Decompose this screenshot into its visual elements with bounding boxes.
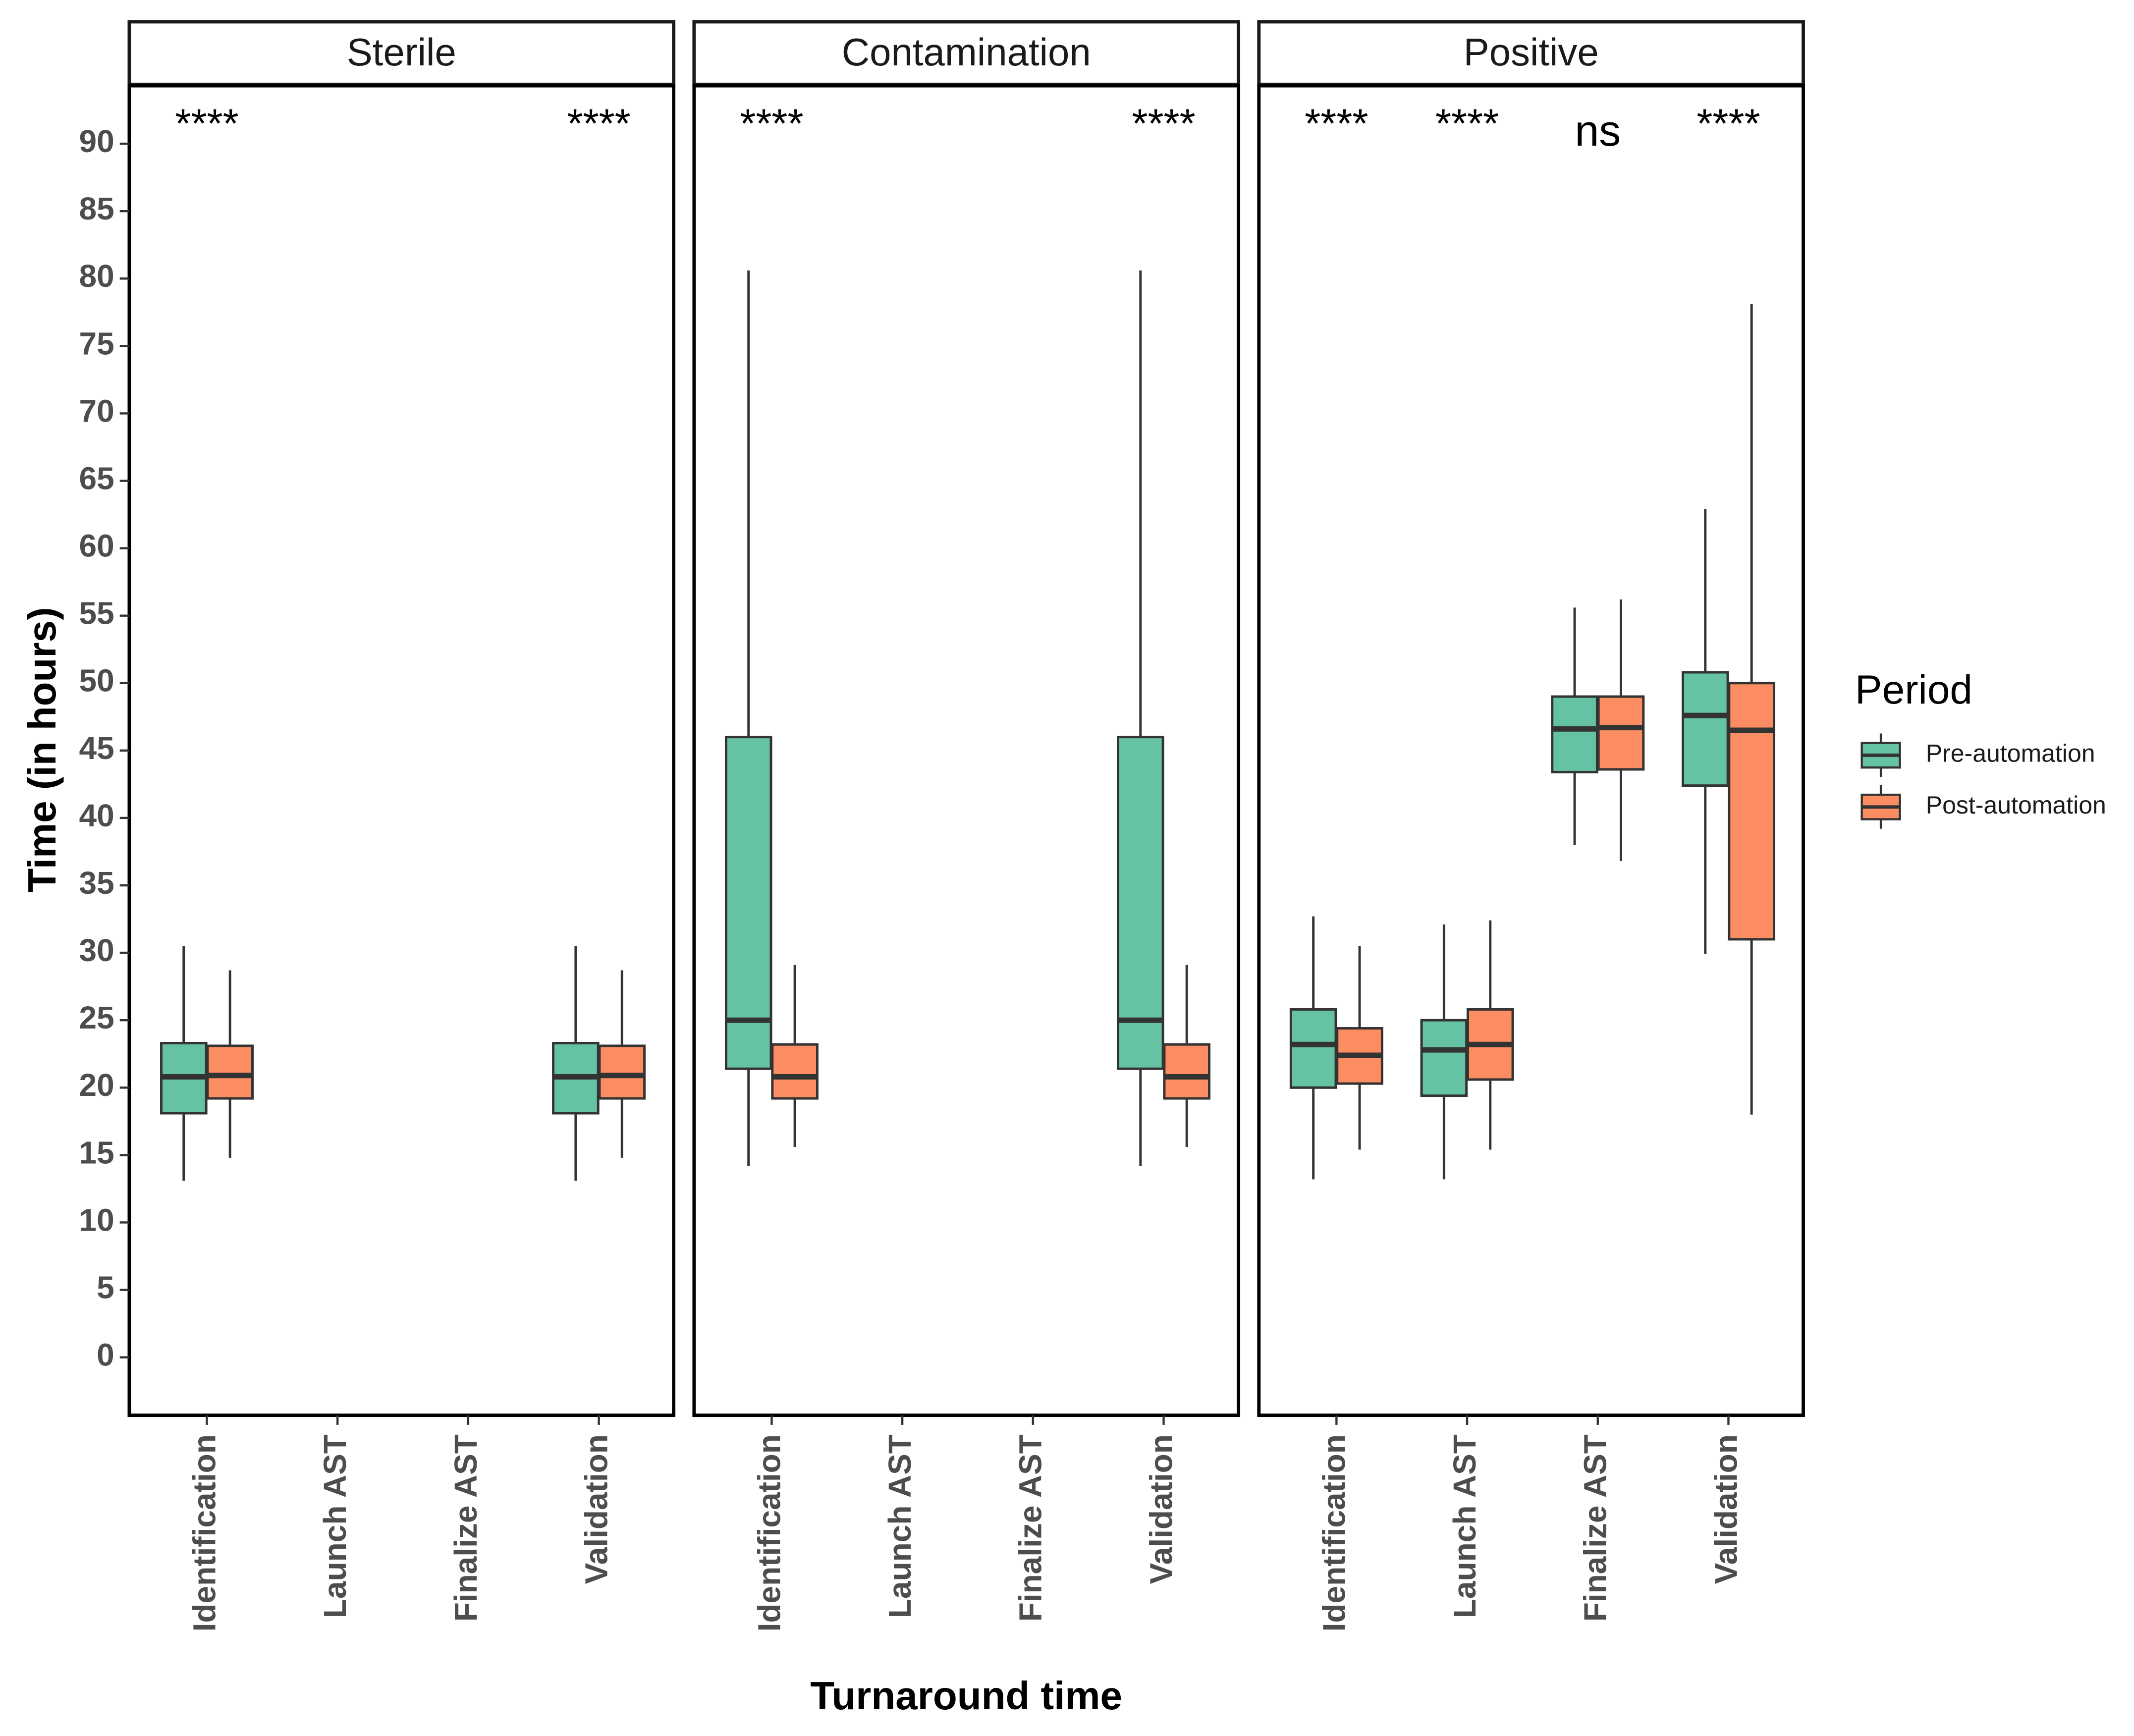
- box-post-automation: [598, 970, 646, 1158]
- box-post-automation: [1466, 920, 1514, 1150]
- box-post-automation: [1728, 304, 1775, 1115]
- y-tick-label: 70: [79, 393, 114, 429]
- facet-panel-positive: Positive Identification Launch AST Finalize…: [1257, 20, 1805, 1631]
- strip-label: Sterile: [347, 30, 456, 74]
- y-tick-label: 45: [79, 730, 114, 766]
- box-post-automation: [1597, 599, 1645, 862]
- panel-border: [1257, 84, 1805, 1417]
- y-tick-label: 60: [79, 528, 114, 564]
- box-pre-automation: [1420, 924, 1468, 1180]
- legend-entry-pre-automation: Pre-automation: [1860, 733, 2095, 777]
- facet-panel-contamination: Contamination Identification Launch AST Fin…: [692, 20, 1241, 1631]
- y-tick-label: 80: [79, 258, 114, 294]
- legend: Period Pre-automation Post-automation: [1855, 667, 2106, 829]
- y-tick-label: 90: [79, 123, 114, 159]
- iqr-box: [1117, 736, 1164, 1070]
- legend-entry-label: Pre-automation: [1926, 740, 2095, 767]
- y-tick-label: 50: [79, 663, 114, 699]
- strip-label: Contamination: [842, 30, 1091, 74]
- iqr-box: [1420, 1019, 1468, 1097]
- y-tick-label: 5: [97, 1269, 114, 1305]
- strip-box: [692, 20, 1241, 86]
- legend-title: Period: [1855, 667, 1972, 712]
- box-pre-automation: [1117, 270, 1164, 1166]
- y-tick-label: 55: [79, 596, 114, 631]
- panel-border: [692, 84, 1241, 1417]
- strip-box: [1257, 20, 1805, 86]
- box-pre-automation: [1289, 916, 1337, 1180]
- iqr-box: [1551, 695, 1598, 773]
- y-tick-label: 75: [79, 326, 114, 361]
- x-tick-label: Launch AST: [1447, 1434, 1482, 1618]
- iqr-box: [1597, 695, 1645, 771]
- box-pre-automation: [1551, 607, 1598, 845]
- x-tick-label: Finalize AST: [448, 1434, 484, 1622]
- strip-box: [127, 20, 676, 86]
- significance-label: ****: [1435, 101, 1499, 146]
- significance-label: ****: [1305, 101, 1368, 146]
- panel-border: [127, 84, 676, 1417]
- iqr-box: [1681, 671, 1729, 787]
- strip-label: Positive: [1464, 30, 1599, 74]
- x-tick-label: Finalize AST: [1013, 1434, 1048, 1622]
- x-tick-label: Identification: [1316, 1434, 1352, 1631]
- x-tick-label: Validation: [1708, 1434, 1744, 1584]
- y-tick-label: 30: [79, 932, 114, 968]
- y-tick-label: 35: [79, 865, 114, 901]
- iqr-box: [771, 1043, 819, 1100]
- box-post-automation: [1336, 946, 1383, 1150]
- box-post-automation: [206, 970, 254, 1158]
- significance-label: ****: [175, 101, 238, 146]
- y-tick-label: 25: [79, 1000, 114, 1035]
- legend-entry-post-automation: Post-automation: [1860, 785, 2106, 829]
- legend-entry-label: Post-automation: [1926, 791, 2106, 819]
- iqr-box: [724, 736, 772, 1070]
- box-pre-automation: [724, 270, 772, 1166]
- y-tick-label: 85: [79, 191, 114, 226]
- significance-label: ****: [1132, 101, 1195, 146]
- x-tick-label: Identification: [751, 1434, 787, 1631]
- x-tick-label: Identification: [186, 1434, 222, 1631]
- x-tick-label: Validation: [1143, 1434, 1179, 1584]
- y-tick-label: 10: [79, 1202, 114, 1238]
- y-axis-title: Time (in hours): [20, 607, 64, 892]
- x-tick-label: Validation: [579, 1434, 614, 1584]
- iqr-box: [206, 1044, 254, 1100]
- panels-layer: Sterile Identification Launch AST Finalize …: [127, 20, 1805, 1631]
- y-axis: 0 5 10 15 20 25 30 35 40 45 50 55 60 65 70 75 80 85 90: [79, 123, 129, 1373]
- significance-label: ****: [740, 101, 803, 146]
- y-tick-label: 0: [97, 1337, 114, 1373]
- iqr-box: [1163, 1043, 1211, 1100]
- y-tick-label: 65: [79, 460, 114, 496]
- y-tick-label: 40: [79, 798, 114, 833]
- iqr-box: [1728, 682, 1775, 941]
- x-tick-label: Launch AST: [882, 1434, 918, 1618]
- x-axis-title: Turnaround time: [810, 1674, 1122, 1718]
- iqr-box: [598, 1044, 646, 1100]
- y-tick-label: 15: [79, 1135, 114, 1170]
- significance-label: ns: [1575, 106, 1621, 155]
- box-post-automation: [771, 965, 819, 1147]
- significance-label: ****: [1696, 101, 1760, 146]
- facet-panel-sterile: Sterile Identification Launch AST Finalize …: [127, 20, 676, 1631]
- box-post-automation: [1163, 965, 1211, 1147]
- significance-label: ****: [567, 101, 630, 146]
- y-tick-label: 20: [79, 1067, 114, 1103]
- x-tick-label: Launch AST: [317, 1434, 353, 1618]
- box-pre-automation: [160, 946, 208, 1181]
- box-pre-automation: [552, 946, 600, 1181]
- x-tick-label: Finalize AST: [1578, 1434, 1613, 1622]
- iqr-box: [1289, 1008, 1337, 1089]
- box-pre-automation: [1681, 509, 1729, 954]
